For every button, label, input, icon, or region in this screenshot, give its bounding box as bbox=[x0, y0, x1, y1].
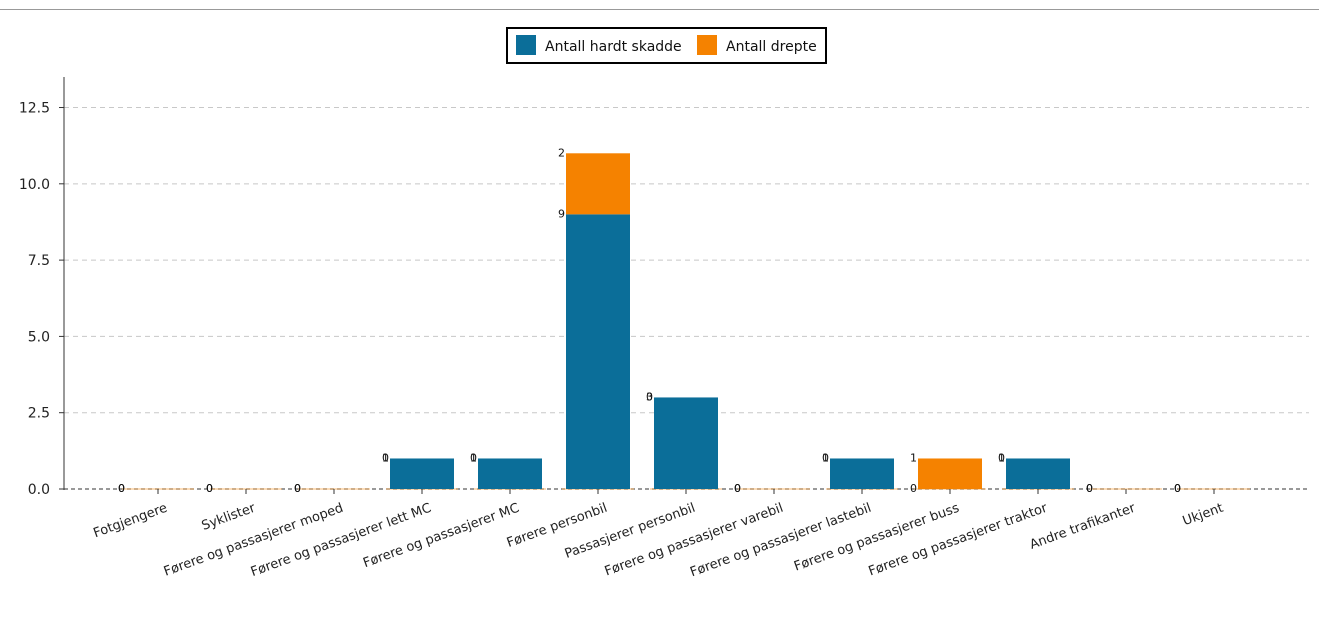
data-label: 0 bbox=[1174, 482, 1181, 495]
data-label: 1 bbox=[822, 451, 829, 464]
data-label: 0 bbox=[1174, 482, 1181, 495]
bar-hardt-skadde bbox=[1006, 458, 1070, 489]
data-label: 0 bbox=[910, 482, 917, 495]
data-label: 0 bbox=[646, 390, 653, 403]
x-tick-label: Fotgjengere bbox=[91, 501, 169, 542]
x-tick-label: Førere og passasjerer MC bbox=[361, 501, 521, 572]
data-label: 1 bbox=[470, 451, 477, 464]
y-tick-label: 0.0 bbox=[28, 482, 50, 498]
bar-drepte bbox=[918, 458, 982, 489]
data-label: 0 bbox=[118, 482, 125, 495]
top-divider bbox=[0, 9, 1319, 10]
bar-drepte bbox=[566, 153, 630, 215]
y-tick-label: 12.5 bbox=[19, 101, 50, 117]
data-label: 0 bbox=[470, 451, 477, 464]
bar-hardt-skadde bbox=[390, 458, 454, 489]
data-label: 3 bbox=[646, 390, 653, 403]
legend-box bbox=[506, 27, 827, 64]
bars bbox=[390, 153, 1070, 490]
bar-hardt-skadde bbox=[566, 214, 630, 490]
data-label: 0 bbox=[294, 482, 301, 495]
data-label: 0 bbox=[206, 482, 213, 495]
y-axis: 0.0 2.5 5.0 7.5 10.0 12.5 bbox=[19, 101, 64, 498]
data-label: 0 bbox=[1086, 482, 1093, 495]
data-label: 9 bbox=[558, 207, 565, 220]
gridlines bbox=[64, 107, 1309, 414]
x-tick-label: Ukjent bbox=[1181, 501, 1226, 529]
data-label: 0 bbox=[1086, 482, 1093, 495]
bar-hardt-skadde bbox=[478, 458, 542, 489]
data-label: 0 bbox=[118, 482, 125, 495]
x-axis: Fotgjengere Syklister Førere og passasjere… bbox=[91, 489, 1225, 580]
data-label: 1 bbox=[382, 451, 389, 464]
y-tick-label: 2.5 bbox=[28, 406, 50, 422]
data-label: 0 bbox=[294, 482, 301, 495]
data-label: 2 bbox=[558, 146, 565, 159]
data-label: 1 bbox=[910, 451, 917, 464]
data-label: 0 bbox=[382, 451, 389, 464]
data-label: 0 bbox=[998, 451, 1005, 464]
y-tick-label: 5.0 bbox=[28, 329, 50, 345]
y-tick-label: 7.5 bbox=[28, 253, 50, 269]
y-tick-label: 10.0 bbox=[19, 177, 50, 193]
data-label: 0 bbox=[734, 482, 741, 495]
bar-hardt-skadde bbox=[654, 397, 718, 489]
data-label: 0 bbox=[206, 482, 213, 495]
x-tick-label: Syklister bbox=[200, 500, 258, 533]
legend-swatch-hardt-skadde bbox=[516, 35, 536, 55]
legend: Antall hardt skadde Antall drepte bbox=[506, 27, 827, 64]
bar-hardt-skadde bbox=[830, 458, 894, 489]
data-label: 0 bbox=[822, 451, 829, 464]
legend-label: Antall drepte bbox=[726, 39, 817, 55]
data-label: 1 bbox=[998, 451, 1005, 464]
legend-swatch-drepte bbox=[697, 35, 717, 55]
legend-label: Antall hardt skadde bbox=[545, 39, 682, 55]
data-label: 0 bbox=[734, 482, 741, 495]
